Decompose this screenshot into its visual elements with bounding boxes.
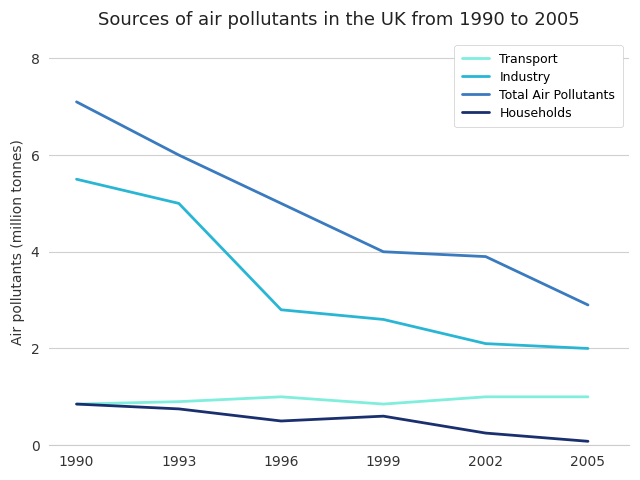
Total Air Pollutants <box>175 152 182 158</box>
Total Air Pollutants <box>73 99 81 105</box>
Industry <box>277 307 285 312</box>
Line: Total Air Pollutants: Total Air Pollutants <box>77 102 588 305</box>
Industry <box>175 201 182 206</box>
Households <box>73 401 81 407</box>
Households <box>482 430 490 436</box>
Households <box>584 438 592 444</box>
Industry <box>584 346 592 351</box>
Line: Industry: Industry <box>77 179 588 348</box>
Households <box>277 418 285 424</box>
Households <box>380 413 387 419</box>
Industry <box>380 317 387 323</box>
Line: Transport: Transport <box>77 397 588 404</box>
Legend: Transport, Industry, Total Air Pollutants, Households: Transport, Industry, Total Air Pollutant… <box>454 45 623 127</box>
Industry <box>73 176 81 182</box>
Industry <box>482 341 490 347</box>
Total Air Pollutants <box>584 302 592 308</box>
Total Air Pollutants <box>380 249 387 254</box>
Y-axis label: Air pollutants (million tonnes): Air pollutants (million tonnes) <box>11 139 25 345</box>
Transport <box>584 394 592 400</box>
Transport <box>175 399 182 405</box>
Total Air Pollutants <box>277 201 285 206</box>
Total Air Pollutants <box>482 254 490 260</box>
Transport <box>482 394 490 400</box>
Transport <box>380 401 387 407</box>
Transport <box>73 401 81 407</box>
Title: Sources of air pollutants in the UK from 1990 to 2005: Sources of air pollutants in the UK from… <box>98 11 580 29</box>
Households <box>175 406 182 412</box>
Line: Households: Households <box>77 404 588 441</box>
Transport <box>277 394 285 400</box>
